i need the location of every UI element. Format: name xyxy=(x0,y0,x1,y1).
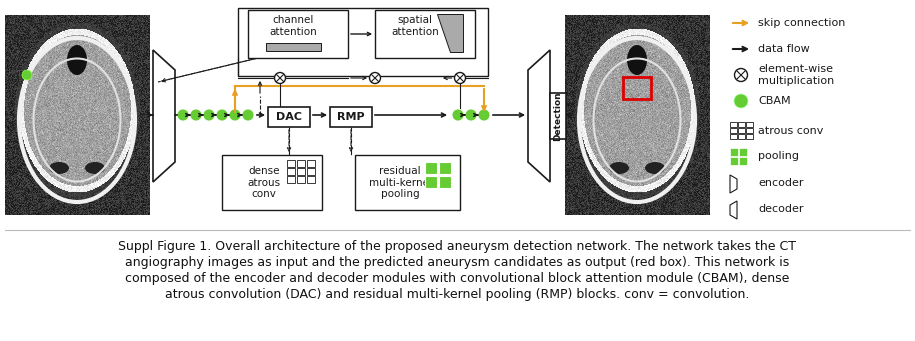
Text: atrous conv: atrous conv xyxy=(758,126,824,136)
Circle shape xyxy=(370,73,381,84)
Text: CBAM: CBAM xyxy=(758,96,791,106)
Bar xyxy=(439,162,451,174)
Polygon shape xyxy=(730,201,737,219)
Bar xyxy=(297,160,305,167)
Bar xyxy=(730,128,737,133)
Bar xyxy=(739,148,747,156)
Text: Suppl Figure 1. Overall architecture of the proposed aneurysm detection network.: Suppl Figure 1. Overall architecture of … xyxy=(119,240,796,253)
Text: data flow: data flow xyxy=(758,44,810,54)
Text: encoder: encoder xyxy=(758,178,803,188)
Circle shape xyxy=(22,70,32,80)
Circle shape xyxy=(229,109,241,121)
Text: residual
multi-kernel
pooling: residual multi-kernel pooling xyxy=(369,166,432,199)
Text: channel
attention: channel attention xyxy=(269,15,317,37)
Ellipse shape xyxy=(609,162,629,174)
Bar xyxy=(730,157,738,165)
Bar xyxy=(330,107,372,127)
Circle shape xyxy=(216,109,228,121)
Text: element-wise
multiplication: element-wise multiplication xyxy=(758,64,834,86)
Ellipse shape xyxy=(85,162,105,174)
Bar xyxy=(746,122,753,127)
Bar xyxy=(439,176,451,188)
Bar xyxy=(287,176,295,183)
Text: angiography images as input and the predicted aneurysm candidates as output (red: angiography images as input and the pred… xyxy=(125,256,790,269)
Text: DAC: DAC xyxy=(276,112,302,122)
Circle shape xyxy=(452,109,464,121)
Text: pooling: pooling xyxy=(758,151,799,161)
Polygon shape xyxy=(528,50,550,182)
Bar xyxy=(268,107,310,127)
Bar xyxy=(238,8,488,76)
Bar xyxy=(5,15,150,215)
Circle shape xyxy=(465,109,477,121)
Ellipse shape xyxy=(627,45,647,75)
Text: skip connection: skip connection xyxy=(758,18,845,28)
Bar xyxy=(739,157,747,165)
Text: RMP: RMP xyxy=(338,112,365,122)
Bar xyxy=(307,176,315,183)
Bar xyxy=(355,155,460,210)
Circle shape xyxy=(190,109,202,121)
Text: Detection: Detection xyxy=(554,91,563,141)
Bar xyxy=(287,168,295,175)
Polygon shape xyxy=(437,14,463,52)
Circle shape xyxy=(177,109,189,121)
Circle shape xyxy=(734,94,748,108)
Bar xyxy=(297,168,305,175)
Bar xyxy=(730,134,737,139)
Bar xyxy=(425,162,437,174)
Text: dense
atrous
conv: dense atrous conv xyxy=(247,166,281,199)
Circle shape xyxy=(203,109,215,121)
Bar xyxy=(738,134,745,139)
Bar xyxy=(307,168,315,175)
Bar xyxy=(550,93,566,139)
Bar xyxy=(623,77,651,99)
Polygon shape xyxy=(730,175,737,193)
Bar xyxy=(738,122,745,127)
Circle shape xyxy=(735,69,748,81)
Circle shape xyxy=(455,73,466,84)
Polygon shape xyxy=(153,50,175,182)
Bar xyxy=(746,128,753,133)
Bar xyxy=(287,160,295,167)
Bar xyxy=(738,128,745,133)
Bar xyxy=(248,10,348,58)
Bar xyxy=(425,176,437,188)
Bar xyxy=(297,176,305,183)
Ellipse shape xyxy=(67,45,87,75)
Bar xyxy=(375,10,475,58)
Circle shape xyxy=(478,109,490,121)
Ellipse shape xyxy=(49,162,69,174)
Circle shape xyxy=(242,109,254,121)
Text: decoder: decoder xyxy=(758,204,803,214)
Ellipse shape xyxy=(645,162,665,174)
Bar xyxy=(730,122,737,127)
Bar xyxy=(730,148,738,156)
Text: atrous convolution (DAC) and residual multi-kernel pooling (RMP) blocks. conv = : atrous convolution (DAC) and residual mu… xyxy=(166,288,749,301)
Circle shape xyxy=(274,73,285,84)
Bar xyxy=(222,155,322,210)
Bar xyxy=(746,134,753,139)
Bar xyxy=(307,160,315,167)
Text: spatial
attention: spatial attention xyxy=(391,15,439,37)
Bar xyxy=(565,15,710,215)
Text: composed of the encoder and decoder modules with convolutional block attention m: composed of the encoder and decoder modu… xyxy=(125,272,790,285)
Bar xyxy=(266,43,321,51)
